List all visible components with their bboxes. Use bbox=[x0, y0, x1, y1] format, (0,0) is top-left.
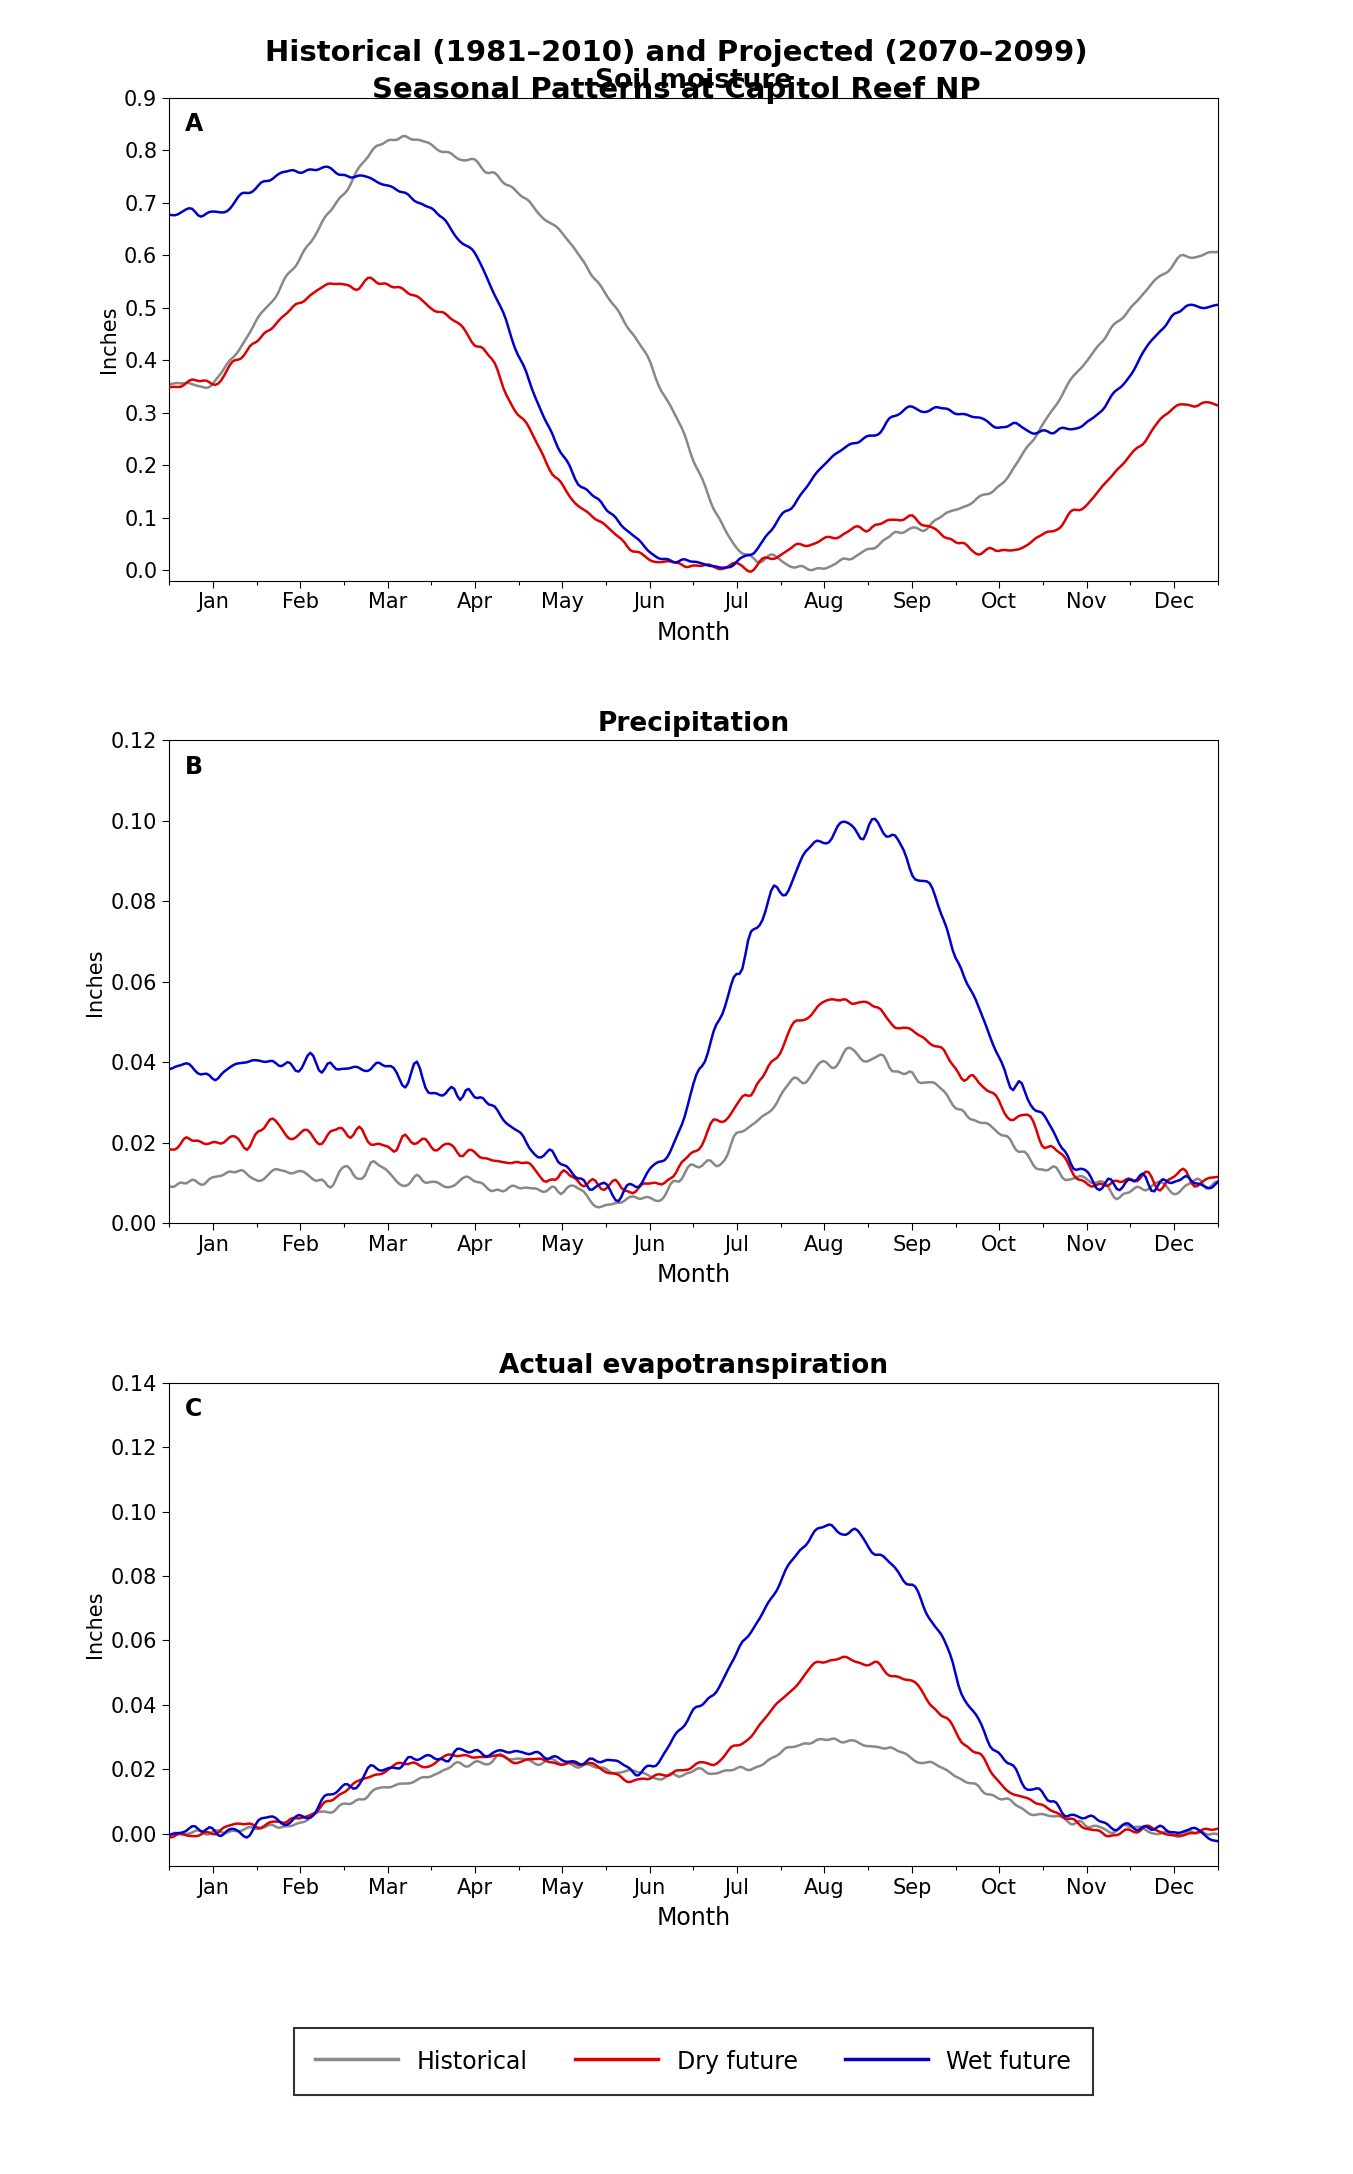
Legend: Historical, Dry future, Wet future: Historical, Dry future, Wet future bbox=[294, 2028, 1093, 2096]
Title: Precipitation: Precipitation bbox=[598, 711, 789, 737]
Text: C: C bbox=[185, 1398, 202, 1422]
Text: B: B bbox=[185, 754, 203, 778]
Text: Historical (1981–2010) and Projected (2070–2099): Historical (1981–2010) and Projected (20… bbox=[265, 39, 1088, 67]
X-axis label: Month: Month bbox=[656, 1907, 731, 1931]
Title: Soil moisture: Soil moisture bbox=[595, 67, 792, 93]
Y-axis label: Inches: Inches bbox=[85, 1591, 106, 1659]
X-axis label: Month: Month bbox=[656, 1263, 731, 1287]
Y-axis label: Inches: Inches bbox=[85, 948, 106, 1015]
Text: A: A bbox=[185, 113, 203, 137]
Title: Actual evapotranspiration: Actual evapotranspiration bbox=[499, 1352, 888, 1378]
Text: Seasonal Patterns at Capitol Reef NP: Seasonal Patterns at Capitol Reef NP bbox=[372, 76, 981, 104]
X-axis label: Month: Month bbox=[656, 622, 731, 646]
Y-axis label: Inches: Inches bbox=[99, 307, 119, 374]
